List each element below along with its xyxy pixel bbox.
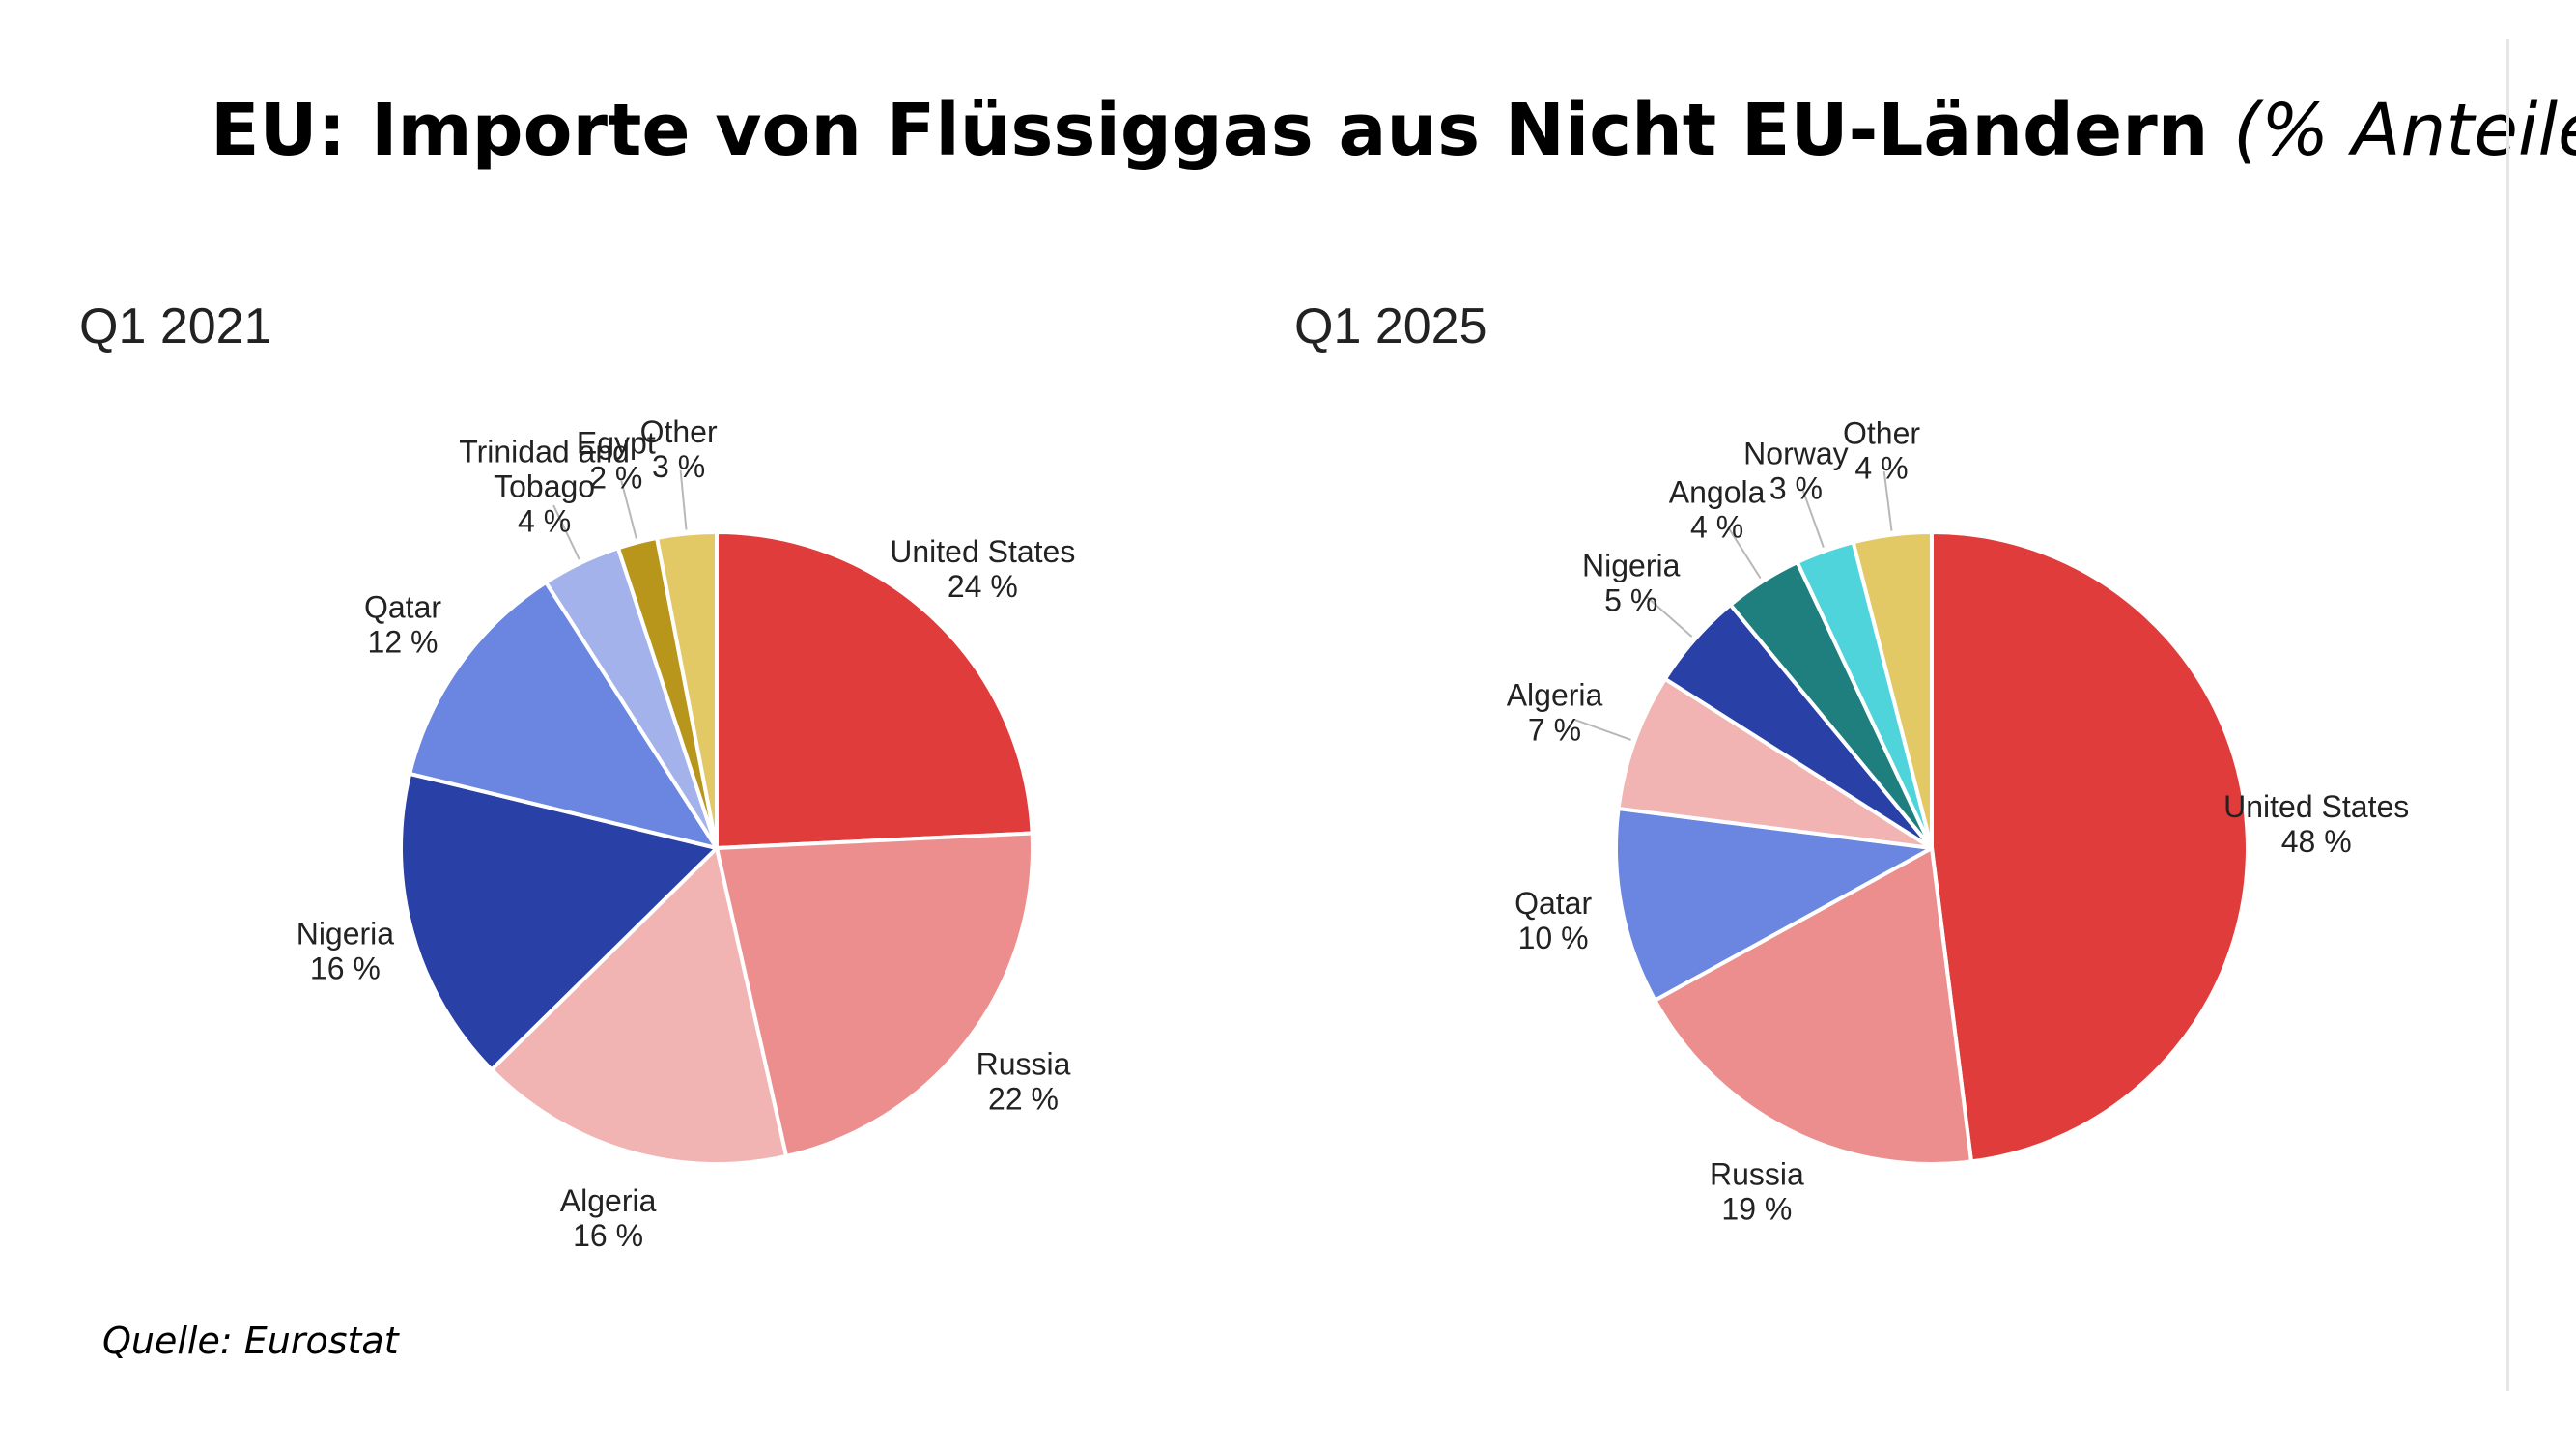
leader-line-other <box>1882 470 1893 531</box>
data-label-algeria: Algeria 7 % <box>1507 677 1603 747</box>
pie-slice-other <box>1851 530 1934 850</box>
leader-line-nigeria <box>1646 596 1693 638</box>
title-main: EU: Importe von Flüssiggas aus Nicht EU-… <box>211 89 2209 172</box>
data-label-qatar: Qatar 10 % <box>1514 886 1592 955</box>
pie-slice-other <box>655 530 719 850</box>
pie-slice-qatar <box>1614 807 1934 1003</box>
data-label-other: Other 4 % <box>1843 415 1920 485</box>
pie-slice-nigeria <box>399 771 719 1072</box>
leader-line-trinidad-and-tobago <box>552 504 580 560</box>
source-note: Quelle: Eurostat <box>102 1320 399 1362</box>
chart-title-q1-2025: Q1 2025 <box>1294 298 1487 355</box>
leader-line-algeria <box>1573 718 1631 741</box>
data-label-united-states: United States 24 % <box>890 534 1075 604</box>
chart-title-q1-2021: Q1 2021 <box>79 298 272 355</box>
data-label-russia: Russia 22 % <box>977 1047 1071 1117</box>
pie-slice-qatar <box>408 580 719 850</box>
data-label-nigeria: Nigeria 5 % <box>1582 549 1681 618</box>
title-subtitle: (% Anteile) <box>2233 89 2576 172</box>
pie-slice-russia <box>1653 846 1973 1166</box>
leader-line-egypt <box>620 480 637 539</box>
data-label-other: Other 3 % <box>640 414 718 484</box>
pie-chart-0: United States 24 % Russia 22 % Algeria 16 % Ni… <box>297 414 1076 1253</box>
data-label-qatar: Qatar 12 % <box>364 590 441 660</box>
data-label-egypt: Egypt 2 % <box>577 425 656 495</box>
data-label-algeria: Algeria 16 % <box>560 1183 657 1253</box>
data-label-united-states: United States 48 % <box>2223 789 2409 859</box>
right-divider <box>2506 39 2509 1391</box>
leader-line-norway <box>1801 490 1825 548</box>
data-label-trinidad-and-tobago: Trinidad and Tobago 4 % <box>459 434 630 538</box>
data-label-norway: Norway 3 % <box>1743 437 1848 506</box>
leader-line-angola <box>1727 526 1762 580</box>
pie-chart-1: United States 48 % Russia 19 % Qatar 10 % Alge… <box>1507 415 2410 1226</box>
leader-line-other <box>679 469 688 530</box>
data-label-nigeria: Nigeria 16 % <box>297 916 395 985</box>
pie-slice-russia <box>715 831 1034 1158</box>
pie-slice-united-states <box>715 530 1034 850</box>
page-title: EU: Importe von Flüssiggas aus Nicht EU-… <box>211 89 2576 172</box>
pie-slice-algeria <box>489 846 789 1167</box>
pie-slice-algeria <box>1616 676 1934 850</box>
pie-slice-united-states <box>1930 530 2250 1164</box>
data-label-angola: Angola 4 % <box>1669 475 1766 545</box>
data-label-russia: Russia 19 % <box>1710 1157 1804 1227</box>
